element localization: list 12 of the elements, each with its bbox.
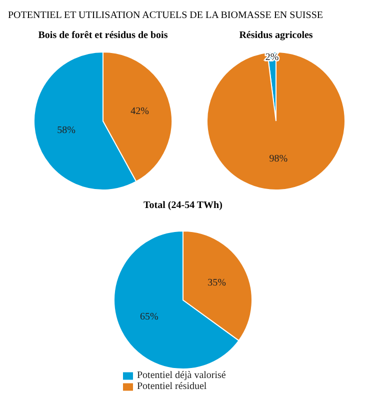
- data-label: 98%: [269, 153, 288, 164]
- data-label: 42%: [130, 106, 149, 118]
- data-label: 35%: [208, 277, 226, 288]
- data-label: 65%: [140, 312, 158, 323]
- legend-label: Potentiel déjà valorisé: [137, 370, 226, 381]
- chart-title: Résidus agricoles: [238, 30, 314, 43]
- data-label: 58%: [57, 124, 76, 136]
- pie-slice: [206, 52, 346, 190]
- legend-label: Potentiel résiduel: [137, 381, 207, 392]
- chart-title: Bois de forêt et résidus de bois: [37, 30, 169, 43]
- text: POTENTIEL ET UTILISATION ACTUELS DE LA BIOMASSE EN SUISSE: [8, 10, 323, 21]
- chart-title: Total (24-54 TWh): [142, 200, 224, 213]
